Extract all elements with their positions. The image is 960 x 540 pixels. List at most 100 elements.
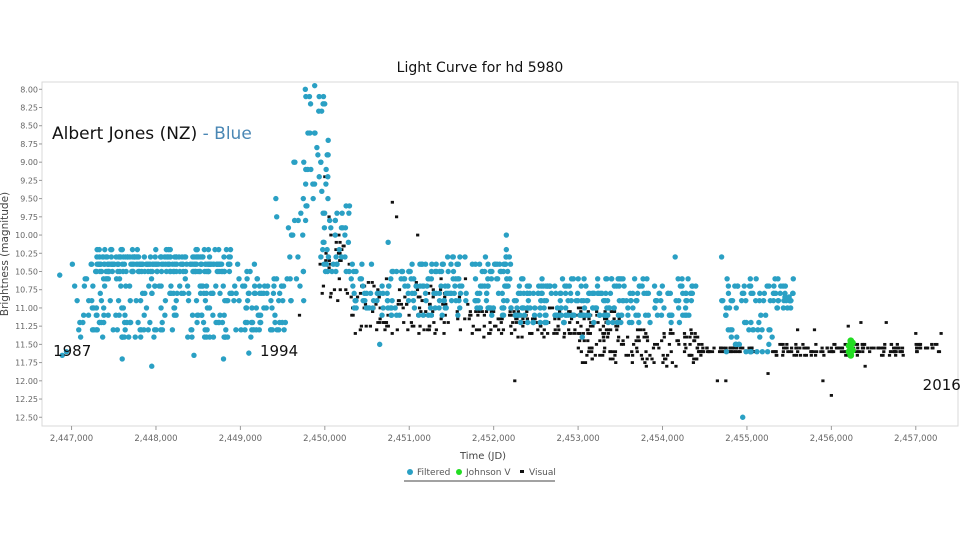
series-filtered (57, 82, 796, 420)
visual-point (530, 332, 534, 335)
filtered-point (568, 276, 575, 282)
filtered-point (100, 305, 107, 311)
visual-point (580, 361, 585, 364)
visual-point (431, 295, 435, 299)
filtered-point (425, 312, 432, 318)
filtered-point (191, 352, 197, 359)
filtered-point (118, 283, 124, 289)
visual-point (855, 342, 860, 346)
filtered-point (748, 290, 754, 297)
visual-point (801, 342, 805, 346)
filtered-point (455, 261, 462, 267)
filtered-point (452, 276, 459, 282)
filtered-point (241, 283, 248, 289)
visual-point (417, 306, 422, 310)
visual-point (575, 321, 580, 324)
filtered-point (641, 290, 647, 297)
visual-point (718, 350, 723, 354)
filtered-point (559, 276, 566, 282)
filtered-point (179, 261, 186, 267)
filtered-point (281, 327, 287, 333)
filtered-point (562, 305, 569, 311)
filtered-point (177, 283, 183, 289)
filtered-point (249, 305, 255, 311)
filtered-point (102, 246, 108, 253)
filtered-point (746, 283, 753, 289)
filtered-point (159, 319, 165, 326)
filtered-point (325, 195, 331, 202)
visual-point (839, 350, 843, 354)
visual-point (621, 339, 625, 343)
visual-point (477, 328, 482, 332)
visual-point (480, 310, 484, 313)
visual-point (698, 350, 702, 354)
chart-title: Light Curve for hd 5980 (397, 60, 564, 76)
filtered-point (133, 297, 139, 304)
visual-point (429, 284, 433, 288)
filtered-point (433, 261, 439, 267)
filtered-point (769, 334, 775, 340)
y-tick-label: 8.75 (20, 140, 38, 149)
visual-point (859, 321, 863, 324)
filtered-point (629, 319, 635, 326)
visual-point (872, 346, 876, 350)
filtered-point (481, 268, 488, 275)
filtered-point (210, 312, 216, 318)
filtered-point (524, 319, 531, 326)
filtered-point (271, 283, 277, 289)
visual-point (616, 324, 620, 328)
filtered-point (766, 341, 772, 348)
visual-point (552, 332, 556, 335)
visual-point (655, 342, 660, 346)
x-tick-label: 2,449,000 (219, 434, 262, 444)
filtered-point (402, 283, 408, 289)
legend-label: Visual (529, 468, 556, 478)
visual-point (424, 310, 428, 313)
visual-point (431, 288, 435, 292)
visual-point (643, 361, 647, 364)
filtered-point (132, 334, 138, 340)
filtered-point (151, 334, 157, 340)
visual-point (588, 324, 593, 328)
filtered-point (503, 254, 509, 260)
visual-point (407, 313, 411, 317)
filtered-point (212, 246, 218, 253)
filtered-point (100, 254, 106, 260)
visual-point (603, 310, 607, 313)
filtered-point (80, 312, 87, 318)
filtered-point (59, 352, 65, 359)
visual-point (783, 346, 788, 350)
visual-point (721, 346, 726, 350)
visual-point (621, 342, 626, 346)
visual-point (895, 342, 899, 346)
filtered-point (477, 283, 484, 289)
filtered-point (141, 254, 148, 260)
visual-point (644, 364, 648, 368)
visual-point (442, 321, 446, 324)
filtered-point (188, 327, 194, 333)
visual-point (724, 379, 728, 383)
filtered-point (494, 276, 501, 282)
visual-point (489, 310, 493, 313)
filtered-point (597, 312, 603, 318)
visual-point (371, 310, 375, 313)
filtered-point (199, 312, 205, 318)
filtered-point (325, 254, 332, 260)
filtered-point (236, 276, 242, 282)
filtered-point (746, 327, 752, 333)
filtered-point (272, 312, 278, 318)
visual-point (668, 332, 672, 335)
filtered-point (498, 268, 505, 275)
visual-point (609, 310, 613, 313)
visual-point (585, 353, 589, 357)
visual-point (521, 317, 525, 321)
visual-point (421, 299, 425, 303)
filtered-point (204, 305, 211, 311)
filtered-point (116, 254, 122, 260)
filtered-point (236, 297, 242, 304)
filtered-point (672, 254, 678, 260)
filtered-point (620, 276, 626, 282)
filtered-point (158, 268, 165, 275)
filtered-point (578, 297, 585, 304)
x-tick-label: 2,450,000 (303, 434, 346, 444)
